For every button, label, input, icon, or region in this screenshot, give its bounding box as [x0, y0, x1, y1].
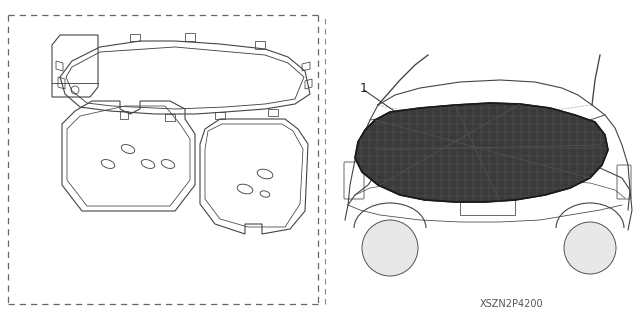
Text: XSZN2P4200: XSZN2P4200 — [480, 300, 544, 309]
Bar — [460, 197, 515, 215]
Circle shape — [564, 222, 616, 274]
Polygon shape — [355, 103, 608, 202]
Text: 1: 1 — [360, 82, 368, 95]
Circle shape — [362, 220, 418, 276]
